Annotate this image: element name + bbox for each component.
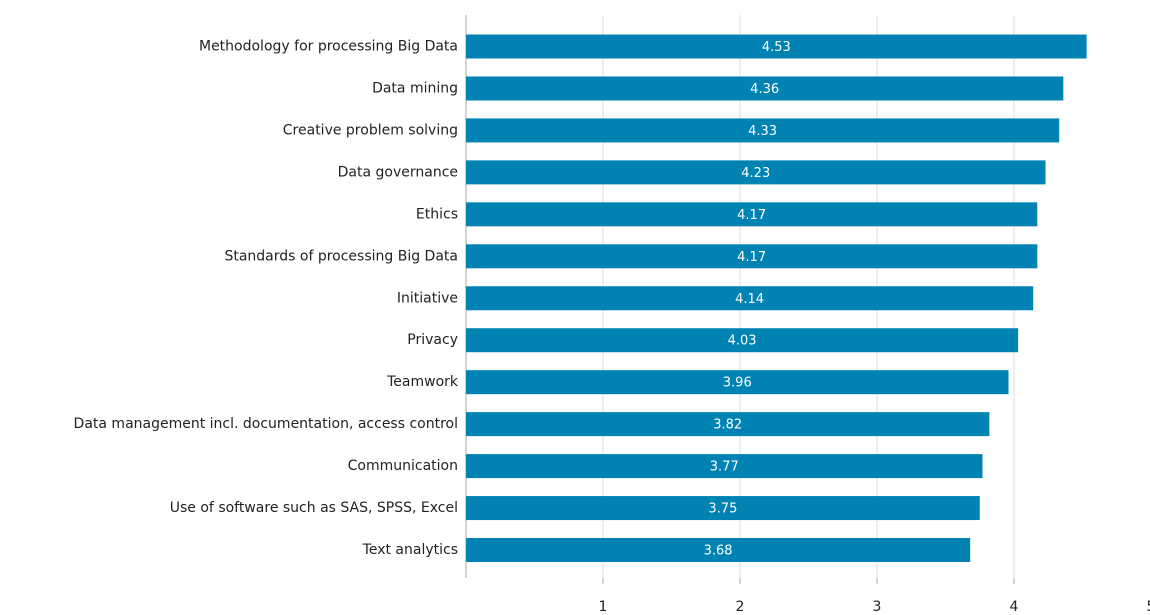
- value-label: 4.36: [750, 82, 779, 97]
- value-label: 4.53: [762, 40, 791, 55]
- category-label: Ethics: [416, 206, 458, 222]
- value-label: 4.23: [741, 166, 770, 181]
- bar: [466, 538, 971, 563]
- category-label: Standards of processing Big Data: [224, 248, 458, 264]
- value-label: 3.77: [710, 460, 739, 475]
- bar: [466, 244, 1038, 269]
- x-tick-label: 5: [1147, 599, 1150, 615]
- bar: [466, 370, 1009, 395]
- bar: [466, 412, 990, 437]
- value-label: 4.33: [748, 124, 777, 139]
- category-label: Creative problem solving: [283, 122, 458, 138]
- value-label: 4.03: [728, 334, 757, 349]
- category-label: Teamwork: [386, 374, 459, 390]
- bar: [466, 202, 1038, 227]
- value-label: 3.82: [713, 418, 742, 433]
- category-label: Privacy: [407, 332, 458, 348]
- category-label: Use of software such as SAS, SPSS, Excel: [170, 500, 458, 516]
- bar: [466, 34, 1087, 59]
- category-label: Data management incl. documentation, acc…: [74, 416, 458, 432]
- bar: [466, 454, 983, 479]
- category-label: Data mining: [372, 80, 458, 96]
- value-label: 3.75: [708, 502, 737, 517]
- value-label: 4.14: [735, 292, 764, 307]
- value-label: 4.17: [737, 208, 766, 223]
- bar: [466, 286, 1034, 311]
- bar: [466, 328, 1019, 353]
- x-tick-label: 2: [736, 599, 745, 615]
- bar: [466, 496, 980, 521]
- x-tick-label: 3: [873, 599, 882, 615]
- category-label: Communication: [348, 458, 458, 474]
- value-label: 3.96: [723, 376, 752, 391]
- bar: [466, 76, 1064, 101]
- category-label: Initiative: [397, 290, 458, 306]
- bar: [466, 118, 1060, 143]
- category-label: Methodology for processing Big Data: [199, 39, 458, 55]
- bar: [466, 160, 1046, 185]
- category-label: Text analytics: [362, 542, 458, 558]
- x-tick-label: 4: [1010, 599, 1019, 615]
- category-label: Data governance: [338, 164, 458, 180]
- value-label: 4.17: [737, 250, 766, 265]
- value-label: 3.68: [704, 544, 733, 559]
- x-tick-label: 1: [599, 599, 608, 615]
